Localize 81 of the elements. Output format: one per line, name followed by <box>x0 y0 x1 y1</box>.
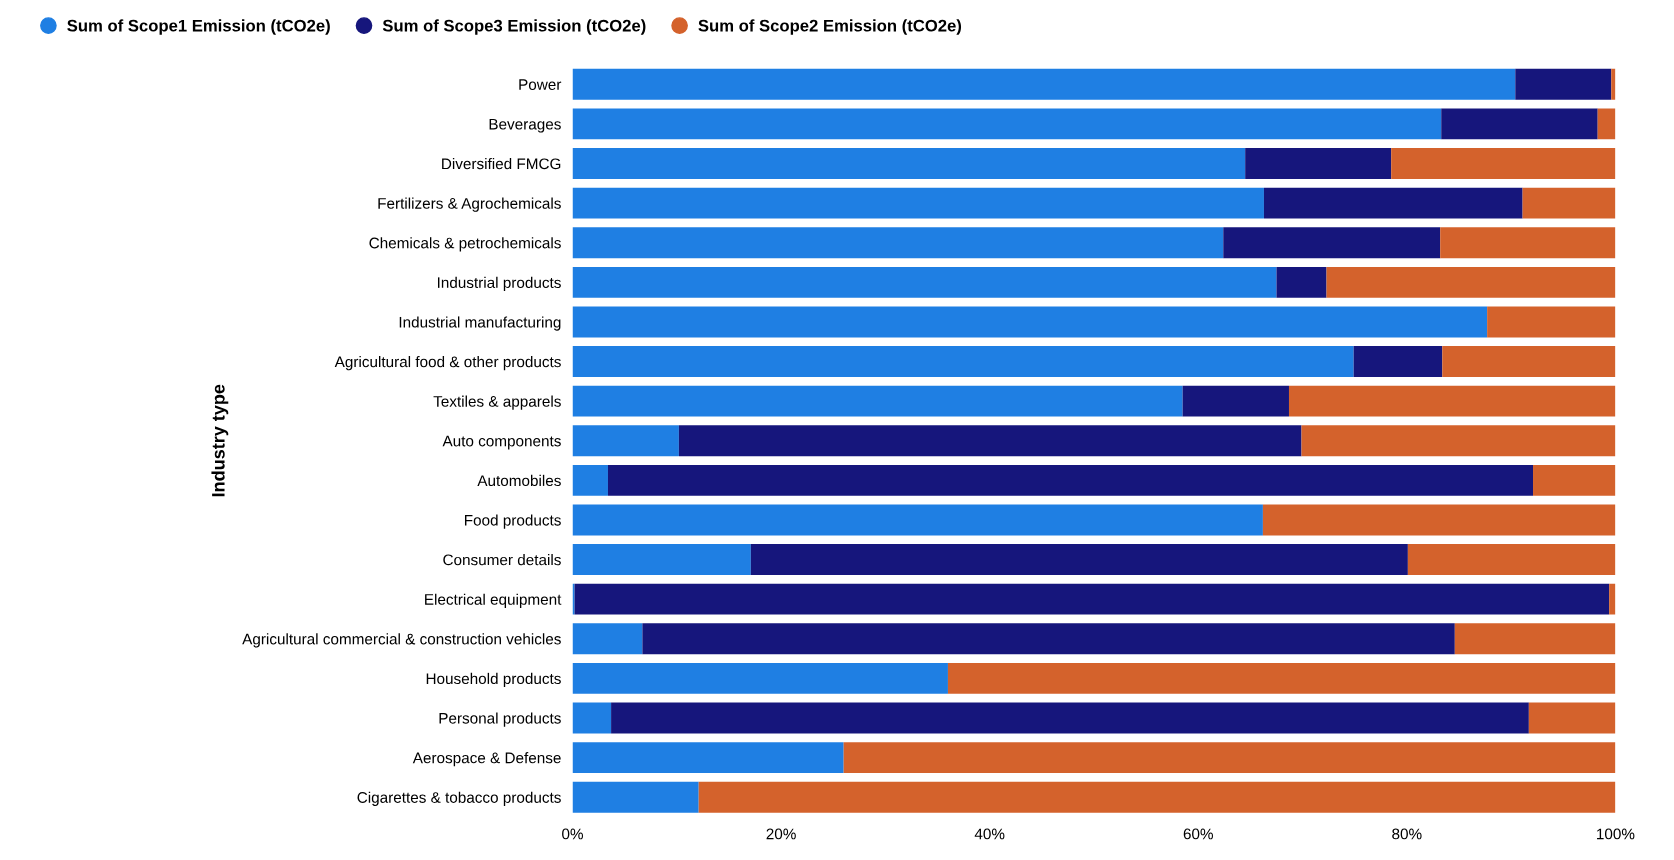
bar <box>642 623 1455 655</box>
bar <box>572 583 575 615</box>
y-tick-label: Cigarettes & tobacco products <box>357 791 561 806</box>
y-axis-title: Industry type <box>211 384 229 497</box>
bar <box>947 662 1616 694</box>
bar <box>1597 108 1616 140</box>
x-tick-label: 60% <box>1183 828 1213 840</box>
y-tick-label: Electrical equipment <box>425 593 562 608</box>
y-tick-label: Diversified FMCG <box>442 157 561 170</box>
bar <box>1441 108 1598 140</box>
bar <box>572 425 679 457</box>
bar <box>572 464 608 496</box>
bar <box>843 742 1616 774</box>
bar <box>572 187 1264 219</box>
y-tick-label: Fertilizers & Agrochemicals <box>378 197 561 212</box>
bar <box>1353 346 1443 377</box>
bar <box>1609 583 1616 615</box>
bar <box>574 583 1610 615</box>
legend-label: Sum of Scope2 Emission (tCO2e) <box>698 19 962 35</box>
y-tick-label: Personal products <box>439 712 561 727</box>
x-tick-label: 100% <box>1597 828 1635 840</box>
bar <box>1391 148 1616 179</box>
bar <box>1223 227 1441 259</box>
y-tick-label: Power <box>519 79 562 90</box>
y-tick-label: Beverages <box>489 118 561 133</box>
bar <box>1262 504 1616 536</box>
bar <box>572 266 1277 298</box>
y-tick-label: Industrial products <box>437 276 561 292</box>
bar <box>572 306 1488 338</box>
bar <box>572 346 1354 377</box>
bar <box>572 227 1224 259</box>
bar <box>750 544 1408 576</box>
bar <box>572 544 751 576</box>
legend-label: Sum of Scope3 Emission (tCO2e) <box>382 19 646 35</box>
bar <box>1611 68 1616 100</box>
bar <box>1533 464 1616 496</box>
bar <box>1440 227 1616 259</box>
legend-label: Sum of Scope1 Emission (tCO2e) <box>67 19 330 35</box>
y-tick-label: Food products <box>464 514 561 529</box>
bar <box>1528 702 1616 734</box>
bar <box>572 662 948 694</box>
bar <box>611 702 1529 734</box>
bar <box>572 148 1246 179</box>
bar <box>698 781 1616 813</box>
x-tick-label: 40% <box>974 828 1005 840</box>
bar <box>1182 385 1289 417</box>
bar <box>1301 425 1616 457</box>
y-tick-label: Textiles & apparels <box>433 395 561 410</box>
y-tick-label: Household products <box>426 672 561 688</box>
y-tick-label: Aerospace & Defense <box>412 752 561 767</box>
bar <box>572 702 612 734</box>
bar <box>1263 187 1523 219</box>
bar <box>1442 346 1616 377</box>
y-tick-label: Agricultural food & other products <box>334 356 561 371</box>
bar <box>1276 266 1327 298</box>
bar <box>1487 306 1616 338</box>
y-tick-label: Chemicals & petrochemicals <box>369 237 561 252</box>
y-tick-label: Industrial manufacturing <box>399 316 561 331</box>
bar <box>572 742 844 774</box>
bar <box>572 108 1442 140</box>
y-tick-label: Consumer details <box>443 554 561 566</box>
y-tick-label: Automobiles <box>477 474 561 487</box>
bar <box>1454 623 1616 655</box>
bar <box>1326 266 1616 298</box>
bar <box>572 623 643 655</box>
y-tick-label: Auto components <box>442 435 561 450</box>
bar <box>607 464 1534 496</box>
bar <box>572 504 1263 536</box>
bar <box>1407 544 1616 576</box>
bar <box>678 425 1302 457</box>
x-tick-label: 80% <box>1392 828 1422 840</box>
bar <box>1522 187 1616 219</box>
x-tick-label: 0% <box>562 828 584 840</box>
bar <box>572 68 1516 100</box>
y-tick-label: Agricultural commercial & construction vehicles <box>242 633 561 648</box>
x-tick-label: 20% <box>766 828 796 840</box>
bar <box>572 385 1183 417</box>
bar <box>1515 68 1612 100</box>
bar <box>1288 385 1616 417</box>
bar <box>1245 148 1392 179</box>
bar <box>572 781 699 813</box>
